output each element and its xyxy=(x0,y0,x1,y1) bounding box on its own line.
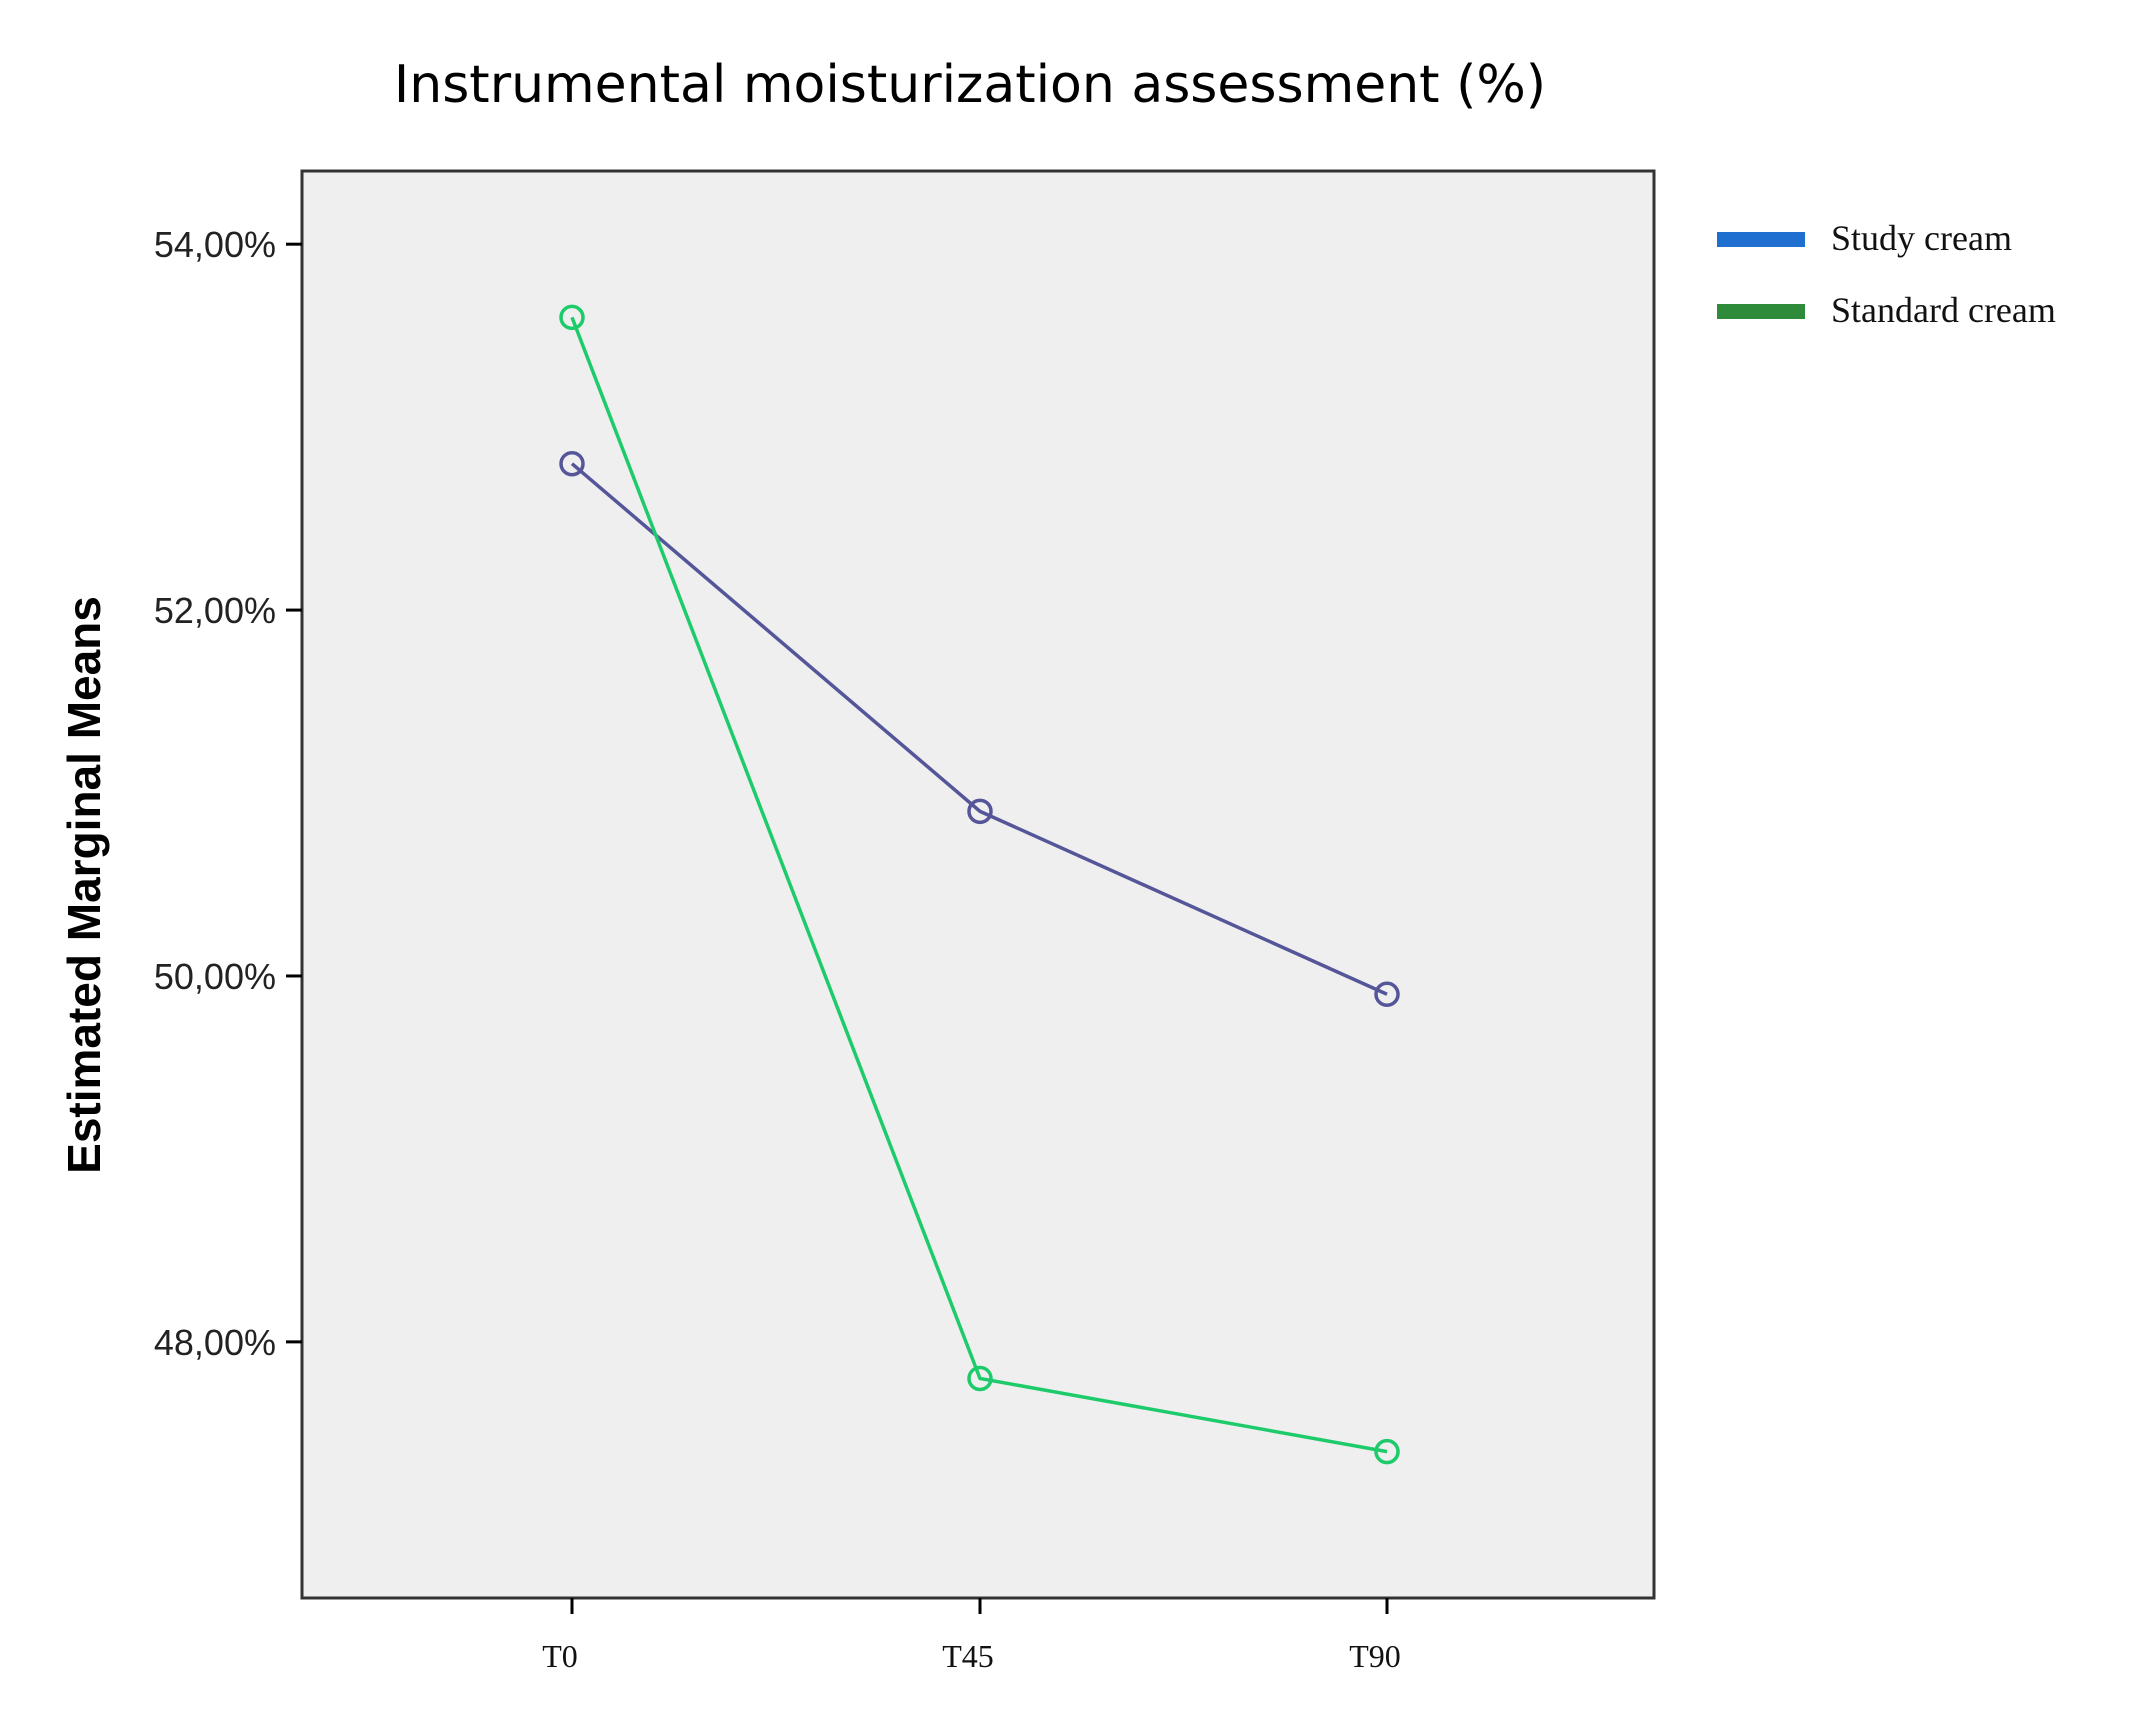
legend-swatch-standard-cream xyxy=(1717,304,1805,319)
data-point-study-cream xyxy=(1374,981,1400,1008)
data-point-standard-cream xyxy=(559,304,585,331)
plot-area xyxy=(300,169,1656,1600)
y-tick-label: 54,00% xyxy=(154,224,276,265)
data-point-study-cream xyxy=(967,798,993,825)
y-axis-ticks: 48,00% 50,00% 52,00% 54,00% xyxy=(154,224,302,1363)
data-point-study-cream xyxy=(559,450,585,477)
x-tick-label: T0 xyxy=(542,1638,578,1674)
legend-label-standard-cream: Standard cream xyxy=(1831,290,2056,330)
chart-title: Instrumental moisturization assessment (… xyxy=(394,55,1546,115)
y-axis-label: Estimated Marginal Means xyxy=(58,596,110,1174)
legend: Study cream Standard cream xyxy=(1717,218,2056,330)
legend-label-study-cream: Study cream xyxy=(1831,218,2012,258)
x-axis-ticks: T0 T45 T90 xyxy=(542,1598,1401,1674)
y-tick-label: 50,00% xyxy=(154,956,276,997)
legend-swatch-study-cream xyxy=(1717,232,1805,247)
x-tick-label: T45 xyxy=(942,1638,994,1674)
data-point-standard-cream xyxy=(1374,1438,1400,1465)
y-tick-label: 48,00% xyxy=(154,1322,276,1363)
data-point-standard-cream xyxy=(967,1365,993,1392)
series-layer xyxy=(559,304,1400,1465)
series-line-study-cream xyxy=(570,462,1388,996)
series-line-standard-cream xyxy=(570,316,1388,1454)
y-tick-label: 52,00% xyxy=(154,590,276,631)
x-tick-label: T90 xyxy=(1349,1638,1401,1674)
